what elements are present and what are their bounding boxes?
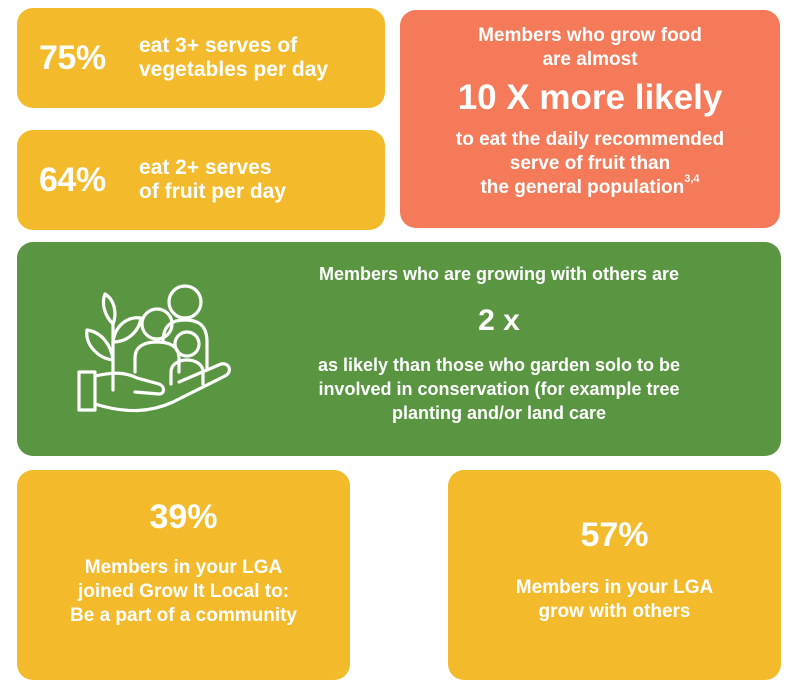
joined-line-2: joined Grow It Local to: — [77, 580, 290, 602]
joined-line-3: Be a part of a community — [70, 604, 297, 626]
growing-with-others-line-1: Members who are growing with others are — [318, 264, 680, 284]
grow-with-others-line-1: Members in your LGA — [515, 577, 714, 598]
grow-food-details: to eat the daily recommended serve of fr… — [400, 128, 780, 199]
growing-with-others-details: as likely than those who garden solo to … — [257, 354, 741, 426]
growing-with-others-card: Members who are growing with others are … — [17, 242, 781, 456]
vegetables-line-1: eat 3+ serves of — [139, 33, 298, 57]
fruit-line-2: of fruit per day — [139, 180, 287, 203]
grow-food-stat-card: Members who grow food are almost 10 X mo… — [400, 10, 780, 228]
vegetables-stat-card: 75% eat 3+ serves of vegetables per day — [17, 8, 385, 108]
growing-with-others-line-4: planting and/or land care — [391, 402, 607, 423]
vegetables-line-2: vegetables per day — [139, 58, 329, 81]
grow-food-line-2: are almost — [542, 48, 638, 70]
vegetables-percent: 75% — [39, 38, 106, 77]
fruit-description: eat 2+ serves of fruit per day — [139, 130, 369, 230]
grow-with-others-description: Members in your LGA grow with others — [448, 576, 781, 624]
joined-percent: 39% — [149, 498, 218, 536]
grow-with-others-line-2: grow with others — [538, 600, 691, 622]
grow-food-line-5-wrap: the general population3,4 — [400, 172, 780, 200]
joined-community-card: 39% Members in your LGA joined Grow It L… — [17, 470, 350, 680]
fruit-line-1: eat 2+ serves — [139, 155, 272, 179]
fruit-percent: 64% — [39, 160, 106, 199]
grow-with-others-card: 57% Members in your LGA grow with others — [448, 470, 781, 680]
growing-with-others-line-3: involved in conservation (for example tr… — [318, 378, 680, 399]
community-gardening-hand-icon — [77, 284, 231, 413]
grow-with-others-percent: 57% — [580, 516, 649, 554]
joined-description: Members in your LGA joined Grow It Local… — [17, 556, 350, 627]
grow-food-line-5: the general population — [480, 176, 685, 198]
grow-food-line-4: serve of fruit than — [509, 152, 671, 174]
fruit-stat-card: 64% eat 2+ serves of fruit per day — [17, 130, 385, 230]
grow-food-footnote: 3,4 — [684, 172, 700, 185]
growing-with-others-line-2: as likely than those who garden solo to … — [317, 355, 681, 375]
grow-food-headline: 10 X more likely — [457, 78, 723, 117]
vegetables-description: eat 3+ serves of vegetables per day — [139, 8, 369, 108]
grow-food-line-3: to eat the daily recommended — [455, 129, 725, 150]
growing-with-others-headline: 2 x — [478, 304, 520, 337]
grow-food-intro: Members who grow food are almost — [400, 24, 780, 72]
grow-food-line-1: Members who grow food — [478, 25, 702, 46]
joined-line-1: Members in your LGA — [84, 557, 283, 578]
